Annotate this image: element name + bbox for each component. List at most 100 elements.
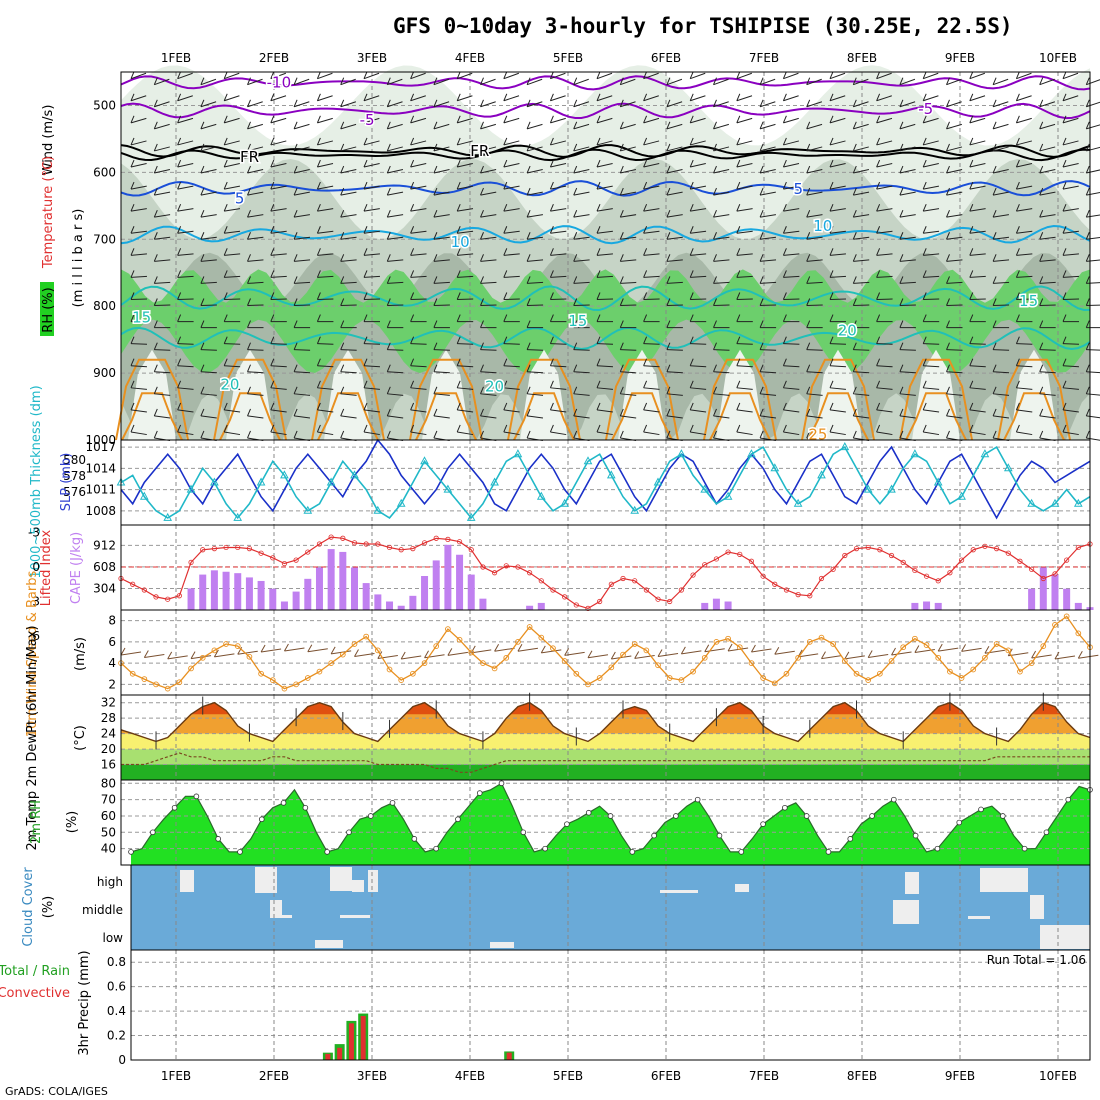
lifted-index-marker bbox=[351, 540, 358, 546]
wind-barb-flag bbox=[643, 424, 648, 433]
wind-barb-flag bbox=[573, 232, 578, 240]
wind-barb-shaft bbox=[387, 169, 404, 174]
wind-barb-flag bbox=[899, 254, 904, 262]
contour-label: 10 bbox=[813, 217, 832, 235]
wind-barb-flag bbox=[899, 408, 904, 417]
wind10m-marker bbox=[701, 654, 708, 661]
wind-barb-flag bbox=[899, 320, 904, 328]
wind-barb-flag bbox=[1062, 203, 1067, 212]
wind-barb-flag bbox=[946, 121, 950, 130]
wind-barb-flag bbox=[480, 320, 484, 328]
wind-barb-shaft bbox=[224, 343, 241, 345]
wind10m-marker bbox=[269, 677, 276, 683]
wind-barb-flag bbox=[899, 121, 904, 130]
wind-barb-shaft bbox=[550, 72, 566, 80]
thickness-marker bbox=[980, 449, 990, 458]
wind-barb-shaft bbox=[526, 123, 543, 130]
temp-contour-25 bbox=[317, 392, 379, 441]
wind-barb-shaft bbox=[760, 349, 777, 351]
wind-barb-flag bbox=[433, 254, 438, 262]
wind-barb-flag bbox=[340, 276, 345, 284]
wind-barb-shaft bbox=[410, 365, 427, 368]
wind-barb-shaft bbox=[1039, 371, 1056, 374]
lifted-index-marker bbox=[970, 547, 976, 553]
wind-barb-flag bbox=[200, 187, 205, 196]
wind-barb-shaft bbox=[410, 230, 427, 234]
chart-title: GFS 0~10day 3-hourly for TSHIPISE (30.25… bbox=[393, 14, 1013, 38]
wind-barb-flag bbox=[340, 342, 345, 350]
wind-barb-flag bbox=[410, 380, 415, 389]
wind-barb-flag bbox=[736, 93, 741, 101]
wind-barb-flag bbox=[456, 71, 461, 79]
wind-tick-label: 2 bbox=[108, 677, 116, 691]
wind-barb-shaft bbox=[410, 343, 427, 345]
lifted-index-marker bbox=[935, 578, 941, 584]
wind-barb-shaft bbox=[363, 208, 380, 212]
wind-barb-flag bbox=[969, 314, 974, 322]
wind-barb-shaft bbox=[620, 349, 637, 351]
wind10m-barb-flag bbox=[704, 644, 710, 652]
wind-barb-flag bbox=[316, 93, 321, 101]
lifted-index-marker bbox=[1052, 571, 1058, 577]
cape-bar bbox=[339, 551, 347, 610]
lifted-index-marker bbox=[305, 549, 311, 555]
wind10m-barb-flag bbox=[774, 647, 780, 655]
wind-barb-flag bbox=[666, 386, 671, 395]
wind10m-barb-flag bbox=[143, 650, 149, 658]
wind-barb-shaft bbox=[294, 259, 311, 262]
wind-barb-flag bbox=[666, 99, 671, 107]
wind-barb-shaft bbox=[200, 393, 217, 396]
wind-barb-shaft bbox=[969, 230, 986, 234]
wind-barb-shaft bbox=[550, 409, 567, 413]
rh2m-marker bbox=[346, 829, 352, 836]
wind-barb-flag bbox=[1039, 298, 1044, 306]
lifted-index-marker bbox=[176, 593, 182, 599]
wind-barb-shaft bbox=[550, 343, 567, 345]
wind-barb-flag bbox=[806, 298, 811, 306]
wind-barb-flag bbox=[922, 226, 927, 234]
wind-barb-shaft bbox=[527, 191, 543, 196]
wind-barb-flag bbox=[829, 93, 834, 101]
wind10m-barb-flag bbox=[540, 645, 546, 654]
wind-barb-shaft bbox=[387, 349, 404, 351]
wind-barb-flag bbox=[736, 270, 741, 278]
wind-barb-flag bbox=[200, 320, 205, 328]
cape-bar bbox=[257, 580, 265, 610]
wind-barb-shaft bbox=[340, 349, 357, 351]
wind-barb-shaft bbox=[806, 78, 822, 86]
day-label-bottom: 8FEB bbox=[847, 1069, 877, 1083]
wind-barb-shaft bbox=[480, 349, 497, 351]
wind-barb-shaft bbox=[829, 208, 846, 212]
rh2m-marker bbox=[825, 849, 832, 855]
wind-barb-shaft bbox=[154, 415, 171, 419]
temp-contour-25 bbox=[121, 392, 183, 441]
wind-barb-shaft bbox=[946, 259, 963, 262]
wind-barb-flag bbox=[153, 430, 158, 439]
wind-barb-flag bbox=[386, 320, 391, 328]
wind10m-barb bbox=[144, 653, 165, 658]
rh2m-marker bbox=[585, 809, 592, 816]
wind-barb-shaft bbox=[969, 208, 986, 212]
thickness-marker bbox=[210, 477, 219, 486]
slp-tick-label: 1008 bbox=[85, 504, 116, 518]
wind10m-marker bbox=[223, 641, 229, 647]
wind-barb-shaft bbox=[410, 431, 427, 436]
wind-barb-shaft bbox=[899, 214, 916, 218]
wind-barb-shaft bbox=[666, 281, 683, 284]
wind10m-barb bbox=[284, 647, 305, 652]
precip-conv-bar bbox=[348, 1023, 354, 1060]
wind10m-barb-flag bbox=[634, 651, 640, 659]
thickness-marker bbox=[256, 477, 266, 486]
wind-barb-flag bbox=[130, 402, 135, 411]
wind-barb-flag bbox=[200, 165, 205, 174]
wind-barb-shaft bbox=[294, 393, 311, 396]
wind-barb-shaft bbox=[923, 230, 940, 234]
wind-barb-shaft bbox=[806, 169, 823, 174]
wind-barb-shaft bbox=[550, 387, 567, 390]
wind-barb-shaft bbox=[806, 259, 823, 262]
wind-barb-flag bbox=[596, 226, 601, 234]
lifted-index-marker bbox=[1005, 550, 1011, 556]
wind-barb-shaft bbox=[993, 191, 1009, 196]
wind-barb-shaft bbox=[713, 146, 730, 152]
wind-barb-flag bbox=[689, 270, 694, 278]
